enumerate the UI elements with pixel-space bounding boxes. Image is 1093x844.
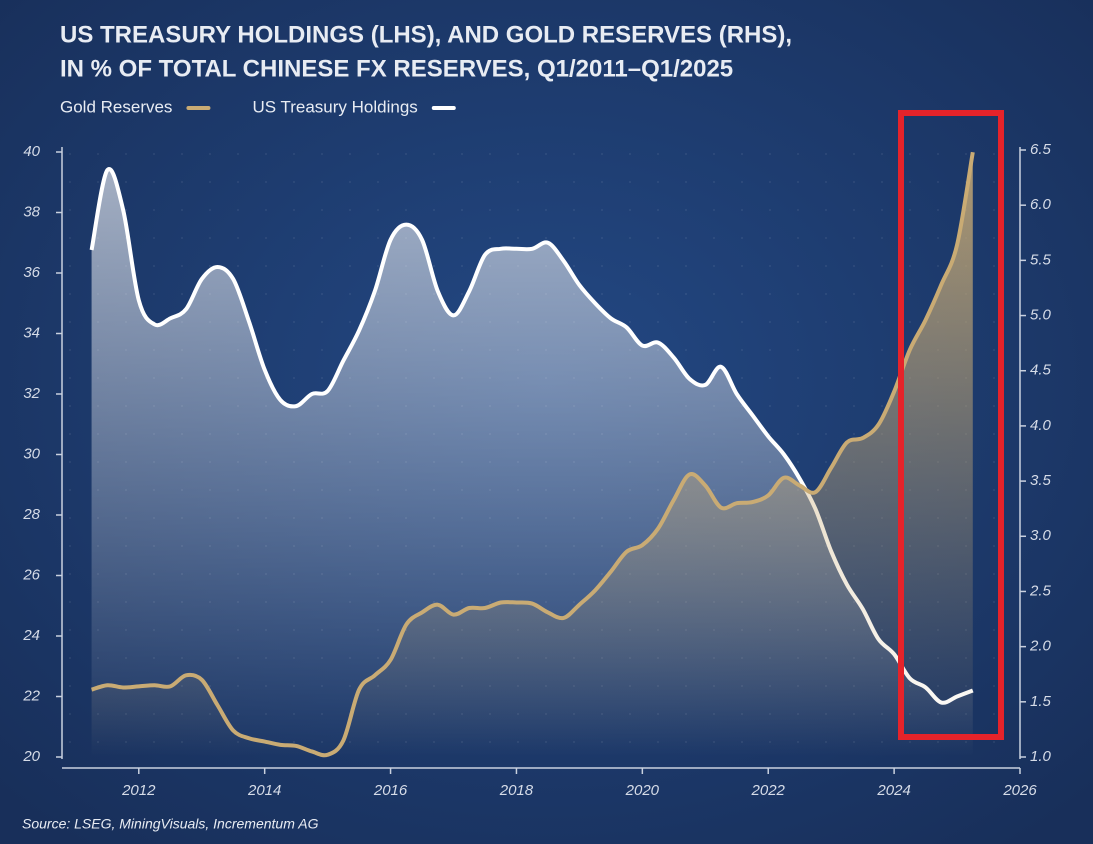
x-tick-label: 2020 [625, 782, 660, 799]
y-tick-label: 38 [23, 203, 40, 220]
y2-tick-label: 4.5 [1030, 362, 1052, 379]
y-tick-label: 30 [23, 445, 40, 462]
area [91, 152, 973, 757]
y-tick-label: 40 [23, 143, 40, 160]
y2-tick-label: 4.0 [1030, 417, 1052, 434]
y2-tick-label: 3.5 [1030, 472, 1052, 489]
x-tick-label: 2014 [247, 782, 281, 799]
y2-tick-label: 1.5 [1030, 693, 1052, 710]
y-tick-label: 24 [22, 627, 40, 644]
legend-label: US Treasury Holdings [252, 97, 417, 116]
y2-tick-label: 1.0 [1030, 748, 1052, 765]
y2-tick-label: 5.0 [1030, 307, 1052, 324]
x-tick-label: 2018 [499, 782, 534, 799]
highlight-box [898, 110, 1004, 740]
plot: 20222426283032343638401.01.52.02.53.03.5… [22, 97, 1051, 798]
x-tick-label: 2016 [373, 782, 408, 799]
y2-tick-label: 2.0 [1029, 638, 1052, 655]
y2-tick-label: 3.0 [1030, 527, 1052, 544]
source: Source: LSEG, MiningVisuals, Incrementum… [22, 816, 319, 832]
x-tick-label: 2022 [751, 782, 786, 799]
y2-tick-label: 6.5 [1030, 141, 1052, 158]
chart-title: US TREASURY HOLDINGS (LHS), AND GOLD RES… [60, 21, 792, 48]
y2-tick-label: 2.5 [1029, 582, 1052, 599]
line [90, 151, 975, 758]
y-tick-label: 22 [22, 687, 40, 704]
y-tick-label: 20 [22, 748, 40, 765]
x-tick-label: 2026 [1002, 782, 1037, 799]
y-tick-label: 32 [23, 385, 40, 402]
y-tick-label: 34 [23, 324, 40, 341]
x-tick-label: 2012 [121, 782, 156, 799]
y-tick-label: 26 [22, 566, 40, 583]
y-tick-label: 36 [23, 264, 40, 281]
x-tick-label: 2024 [876, 782, 910, 799]
chart-title: IN % OF TOTAL CHINESE FX RESERVES, Q1/20… [60, 55, 733, 82]
y2-tick-label: 5.5 [1030, 251, 1052, 268]
y-tick-label: 28 [22, 506, 40, 523]
legend-label: Gold Reserves [60, 97, 172, 116]
y2-tick-label: 6.0 [1030, 196, 1052, 213]
